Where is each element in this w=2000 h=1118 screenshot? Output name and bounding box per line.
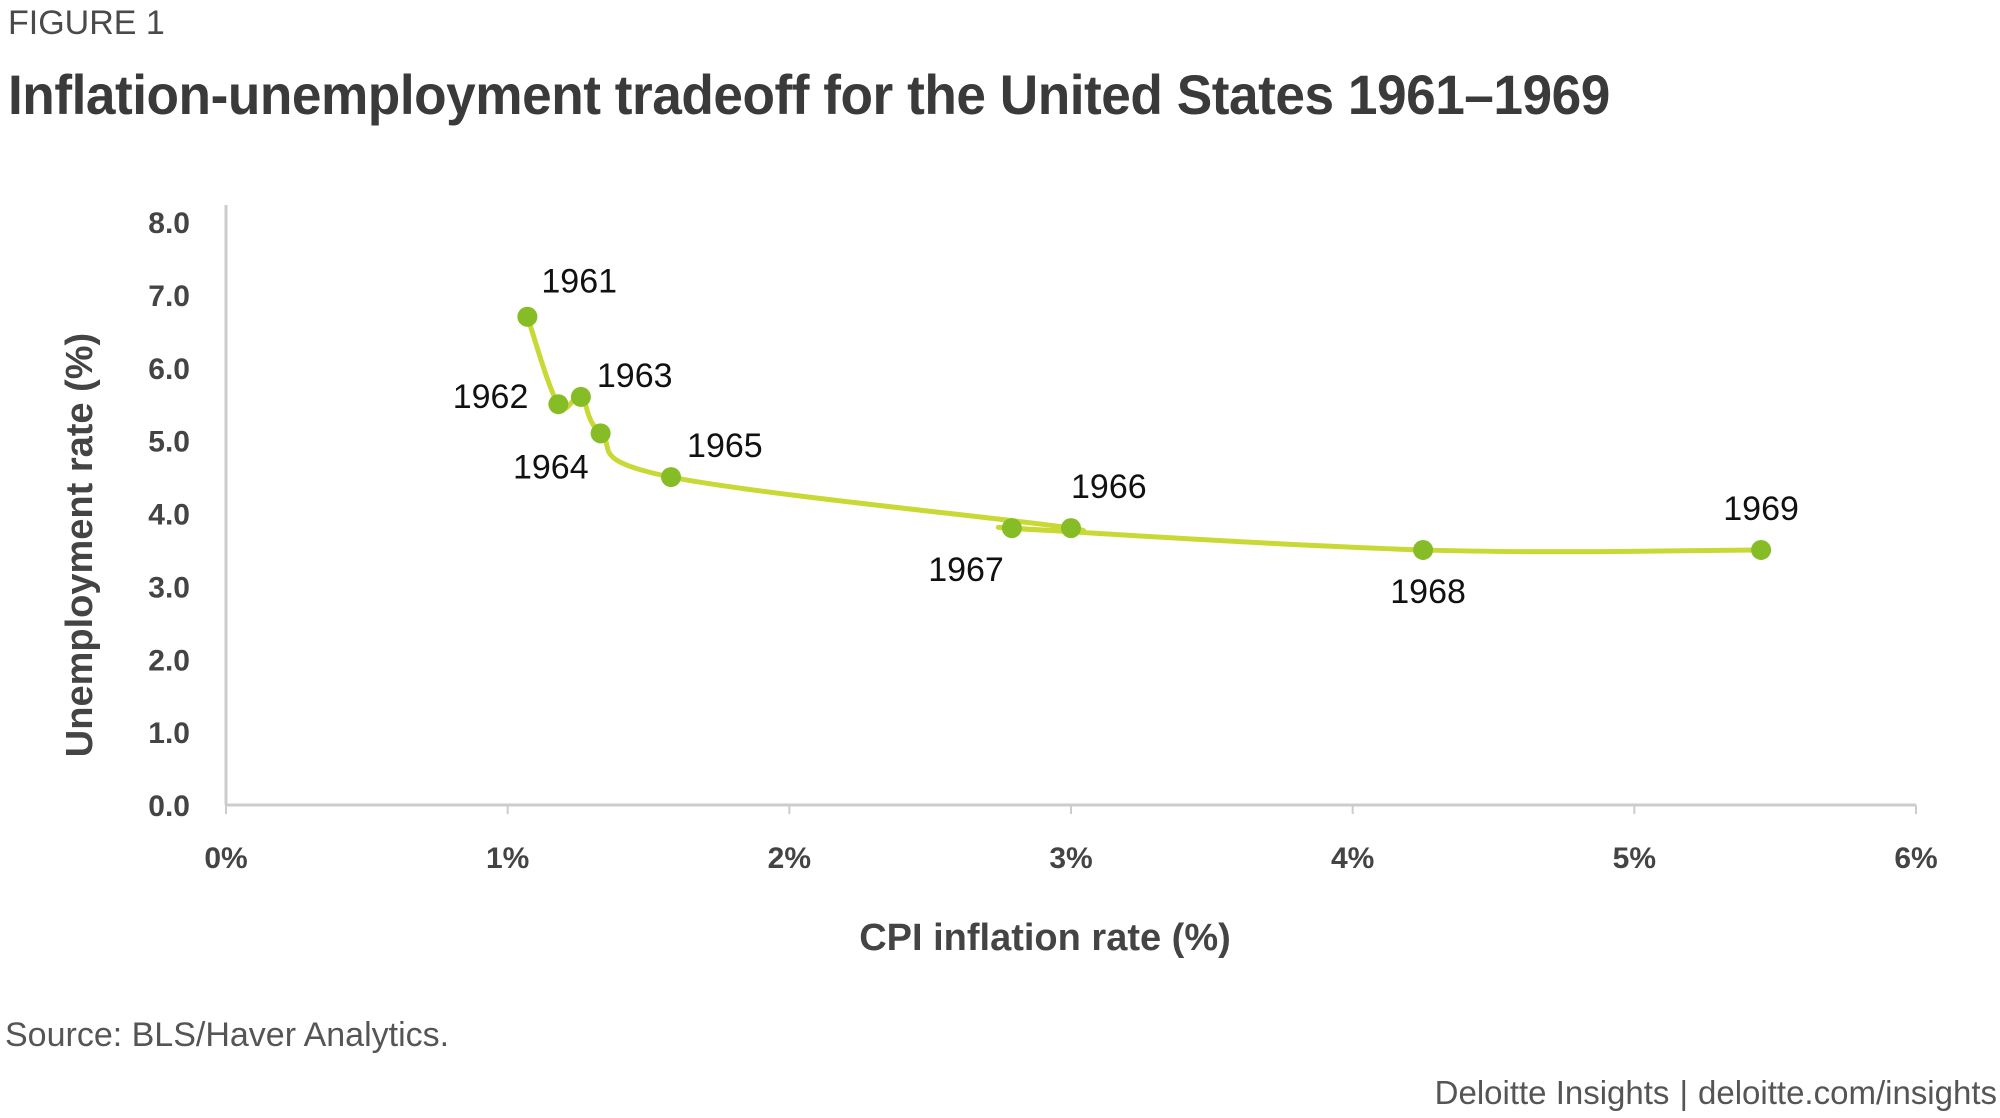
point-label-1962: 1962 xyxy=(453,378,529,416)
point-label-1967: 1967 xyxy=(928,551,1004,589)
scatter-line-chart: 0.0 1.0 2.0 3.0 4.0 5.0 6.0 7.0 8.0 0% 1% 2% 3% 4% 5%… xyxy=(59,205,1938,959)
data-point-1962 xyxy=(548,394,569,415)
y-axis-title: Unemployment rate (%) xyxy=(59,333,101,757)
point-label-1968: 1968 xyxy=(1390,573,1466,611)
data-point-1968 xyxy=(1413,539,1434,560)
figure-label: FIGURE 1 xyxy=(8,4,165,42)
y-tick-label: 8.0 xyxy=(148,207,190,240)
data-point-1965 xyxy=(661,467,682,488)
point-labels: 1961 1962 1963 1964 1965 1966 1967 1968 1969 xyxy=(453,263,1799,611)
point-label-1969: 1969 xyxy=(1723,490,1799,528)
point-label-1966: 1966 xyxy=(1071,468,1147,506)
credit: Deloitte Insights | deloitte.com/insights xyxy=(1435,1074,1997,1112)
y-tick-label: 0.0 xyxy=(148,790,190,823)
x-tick-label: 5% xyxy=(1613,842,1656,875)
data-point-1967 xyxy=(1001,518,1022,539)
point-label-1965: 1965 xyxy=(687,427,763,465)
y-tick-label: 3.0 xyxy=(148,571,190,604)
x-tick-labels: 0% 1% 2% 3% 4% 5% 6% xyxy=(204,842,1937,875)
data-points xyxy=(517,306,1772,560)
credit-separator: | xyxy=(1679,1074,1689,1111)
x-tick-label: 6% xyxy=(1894,842,1937,875)
y-tick-label: 2.0 xyxy=(148,644,190,677)
y-tick-label: 7.0 xyxy=(148,280,190,313)
x-tick-label: 4% xyxy=(1331,842,1374,875)
y-tick-label: 5.0 xyxy=(148,426,190,459)
x-tick-label: 3% xyxy=(1049,842,1092,875)
axes xyxy=(224,205,1917,814)
data-point-1961 xyxy=(517,306,538,327)
source-note: Source: BLS/Haver Analytics. xyxy=(5,1016,450,1054)
point-label-1961: 1961 xyxy=(541,263,617,301)
x-tick-label: 1% xyxy=(486,842,529,875)
y-tick-labels: 0.0 1.0 2.0 3.0 4.0 5.0 6.0 7.0 8.0 xyxy=(148,207,190,823)
x-tick-label: 0% xyxy=(204,842,247,875)
x-tick-label: 2% xyxy=(768,842,811,875)
data-point-1963 xyxy=(570,386,591,407)
data-point-1966 xyxy=(1061,518,1081,539)
credit-url[interactable]: deloitte.com/insights xyxy=(1698,1074,1997,1111)
y-tick-label: 6.0 xyxy=(148,353,190,386)
data-point-1969 xyxy=(1751,539,1772,560)
chart-title: Inflation-unemployment tradeoff for the … xyxy=(8,63,1610,126)
credit-brand: Deloitte Insights xyxy=(1434,1074,1670,1111)
x-axis-title: CPI inflation rate (%) xyxy=(859,917,1231,959)
y-tick-label: 1.0 xyxy=(148,717,190,750)
data-point-1964 xyxy=(590,423,611,444)
y-tick-label: 4.0 xyxy=(148,499,190,532)
point-label-1964: 1964 xyxy=(513,448,589,486)
point-label-1963: 1963 xyxy=(597,357,673,395)
